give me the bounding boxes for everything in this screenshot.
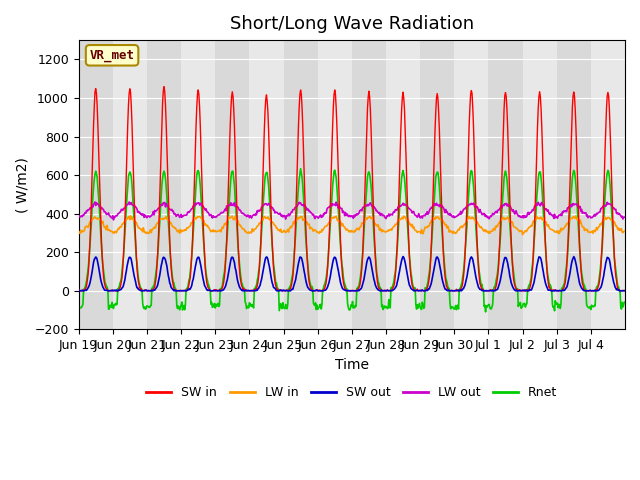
Y-axis label: ( W/m2): ( W/m2): [15, 157, 29, 213]
Bar: [215, 40, 250, 329]
X-axis label: Time: Time: [335, 358, 369, 372]
Bar: [79, 40, 113, 329]
Bar: [488, 40, 522, 329]
Bar: [557, 40, 591, 329]
Bar: [420, 40, 454, 329]
Bar: [284, 40, 317, 329]
Text: VR_met: VR_met: [90, 49, 134, 62]
Legend: SW in, LW in, SW out, LW out, Rnet: SW in, LW in, SW out, LW out, Rnet: [141, 381, 563, 404]
Title: Short/Long Wave Radiation: Short/Long Wave Radiation: [230, 15, 474, 33]
Bar: [352, 40, 386, 329]
Bar: [147, 40, 181, 329]
